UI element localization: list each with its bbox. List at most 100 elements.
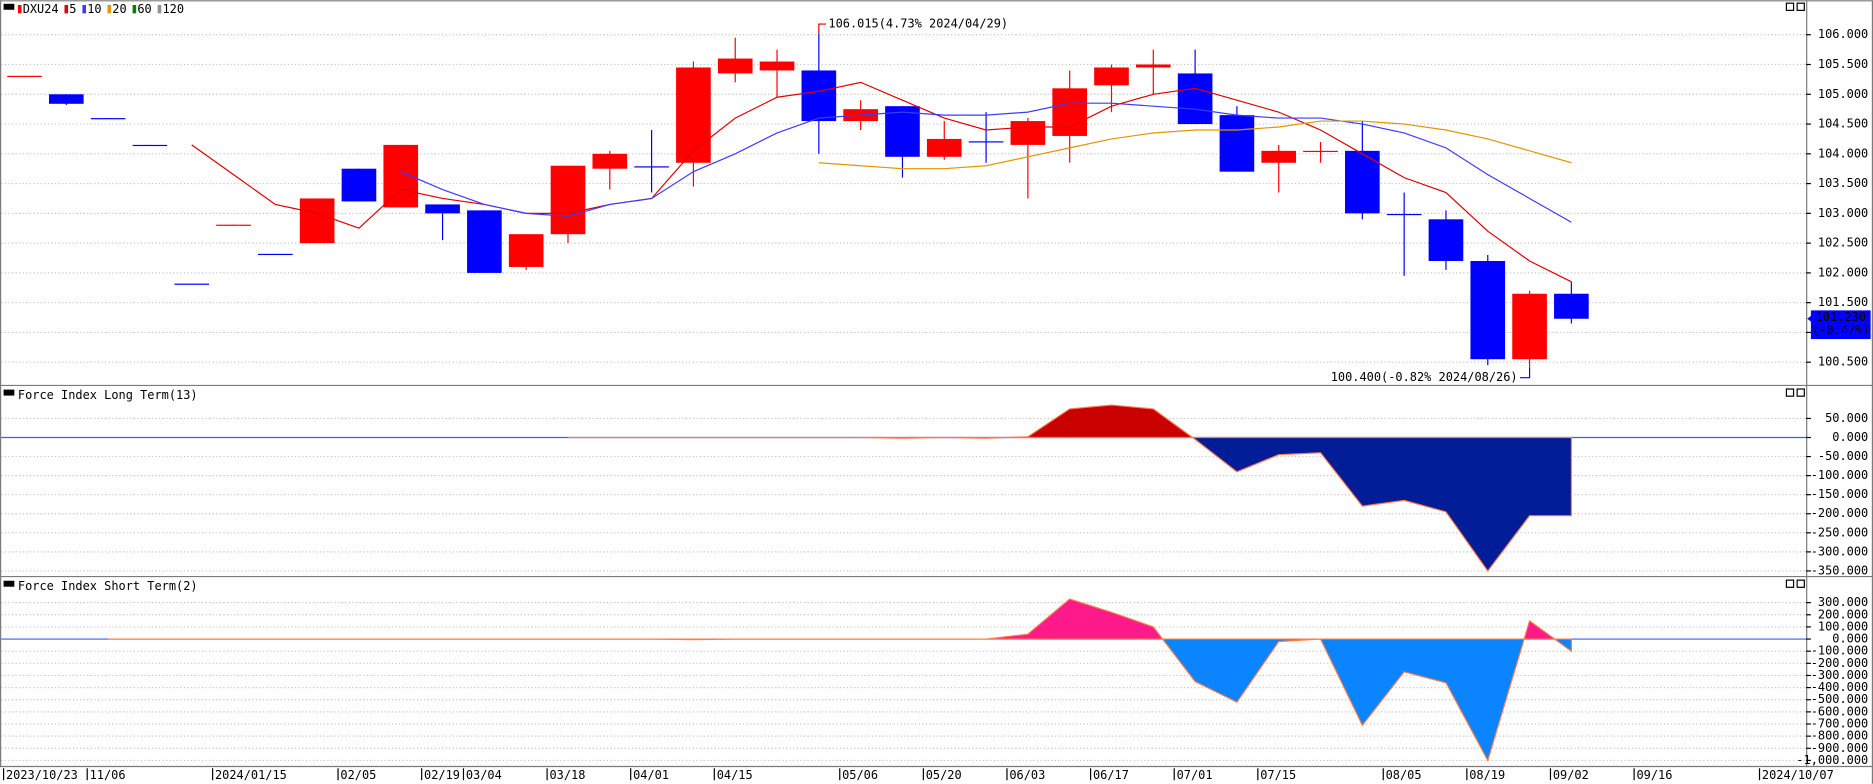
candle-body xyxy=(1386,213,1422,216)
panel-button[interactable] xyxy=(1785,388,1795,397)
candle-body xyxy=(7,75,42,78)
y-tick-label: 103.500 xyxy=(1818,176,1868,190)
candle-body xyxy=(216,224,251,226)
x-tick-label: 2024/10/07 xyxy=(1762,768,1834,782)
candle-body xyxy=(48,94,84,104)
candle-body xyxy=(1094,67,1129,86)
legend-swatch xyxy=(64,4,69,14)
x-tick-label: 06/17 xyxy=(1093,768,1129,782)
x-tick-label: 02/05 xyxy=(340,768,376,782)
y-tick-label: 104.500 xyxy=(1818,117,1868,131)
panel-icon xyxy=(3,389,15,396)
legend-label: 60 xyxy=(137,2,151,16)
candle-body xyxy=(634,166,669,168)
last-price: 101.230 xyxy=(1816,310,1866,324)
legend-label: 20 xyxy=(112,2,126,16)
y-tick-label: 105.500 xyxy=(1818,57,1868,71)
y-tick-label: -600.000 xyxy=(1811,704,1869,718)
y-tick-label: -200.000 xyxy=(1811,656,1869,670)
annotation-leader xyxy=(1520,368,1531,379)
x-tick-label: 05/06 xyxy=(842,768,878,782)
y-tick-label: -700.000 xyxy=(1811,717,1869,731)
y-tick-label: -200.000 xyxy=(1811,506,1869,520)
panel-button[interactable] xyxy=(1796,388,1805,397)
candle-body xyxy=(425,204,460,214)
candle-body xyxy=(885,106,920,157)
ma-line xyxy=(400,102,1572,223)
y-tick-label: -250.000 xyxy=(1811,525,1869,539)
candle-body xyxy=(341,168,377,202)
x-tick-label: 04/01 xyxy=(633,768,669,782)
candle-body xyxy=(1219,115,1255,172)
candle-body xyxy=(1177,73,1213,125)
x-tick-label: 09/16 xyxy=(1636,768,1672,782)
annotation-leader xyxy=(818,23,827,34)
y-tick-label: -150.000 xyxy=(1811,487,1869,501)
y-tick-label: -400.000 xyxy=(1811,680,1869,694)
x-tick-label: 07/15 xyxy=(1260,768,1296,782)
panel-icon xyxy=(3,3,15,10)
candle-body xyxy=(1512,293,1547,360)
y-tick-label: -500.000 xyxy=(1811,692,1869,706)
y-tick-label: 200.000 xyxy=(1818,607,1868,621)
y-tick-label: 105.000 xyxy=(1818,87,1868,101)
x-tick-label: 02/19 xyxy=(424,768,460,782)
x-tick-label: 09/02 xyxy=(1553,768,1589,782)
last-change: (-0.47%) xyxy=(1812,323,1870,337)
panel-title: Force Index Short Term(2) xyxy=(18,579,198,593)
candle-body xyxy=(1345,150,1380,214)
candle-body xyxy=(299,198,335,244)
candle-body xyxy=(550,165,586,235)
y-tick-label: 0.000 xyxy=(1832,430,1868,444)
panel-button[interactable] xyxy=(1796,579,1805,588)
candle-body xyxy=(132,144,168,147)
candle-body xyxy=(1135,64,1171,68)
panel-button[interactable] xyxy=(1785,579,1795,588)
y-tick-label: -350.000 xyxy=(1811,563,1869,577)
candle-body xyxy=(1554,293,1589,319)
x-tick-label: 03/18 xyxy=(549,768,585,782)
x-tick-label: 03/04 xyxy=(466,768,502,782)
panel-title: Force Index Long Term(13) xyxy=(18,388,198,402)
y-tick-label: 0.000 xyxy=(1832,632,1868,646)
y-tick-label: -100.000 xyxy=(1811,468,1869,482)
legend-label: 10 xyxy=(87,2,101,16)
y-tick-label: 103.000 xyxy=(1818,206,1868,220)
y-tick-label: -800.000 xyxy=(1811,729,1869,743)
candle-body xyxy=(174,283,210,285)
panel-button[interactable] xyxy=(1796,2,1805,11)
ma-line xyxy=(191,81,1572,283)
y-tick-label: -50.000 xyxy=(1818,449,1868,463)
legend-swatch xyxy=(157,4,162,14)
candle-body xyxy=(592,153,628,169)
candle-body xyxy=(1303,150,1338,153)
candle-body xyxy=(1428,219,1464,261)
candle-body xyxy=(968,141,1004,143)
y-tick-label: 101.500 xyxy=(1818,295,1868,309)
y-tick-label: -900.000 xyxy=(1811,741,1869,755)
y-tick-label: 102.500 xyxy=(1818,236,1868,250)
y-tick-label: -300.000 xyxy=(1811,544,1869,558)
panel-button[interactable] xyxy=(1785,2,1795,11)
candle-body xyxy=(1052,88,1088,136)
y-tick-label: 104.000 xyxy=(1818,146,1868,160)
candle-body xyxy=(1010,121,1046,145)
panel-buttons xyxy=(1785,2,1805,588)
x-tick-label: 2024/01/15 xyxy=(215,768,287,782)
force-index-area xyxy=(567,404,1572,572)
annotation-low: 100.400(-0.82% 2024/08/26) xyxy=(1331,370,1518,384)
y-tick-label: 102.000 xyxy=(1818,265,1868,279)
last-price-box xyxy=(1810,310,1871,340)
x-tick-label: 07/01 xyxy=(1177,768,1213,782)
x-tick-label: 05/20 xyxy=(926,768,962,782)
x-tick-label: 2023/10/23 xyxy=(6,768,78,782)
force-index-area xyxy=(108,598,1572,762)
y-tick-label: 100.000 xyxy=(1818,619,1868,633)
x-tick-label: 06/03 xyxy=(1009,768,1045,782)
y-tick-label: 100.500 xyxy=(1818,355,1868,369)
candle-body xyxy=(1470,260,1506,360)
